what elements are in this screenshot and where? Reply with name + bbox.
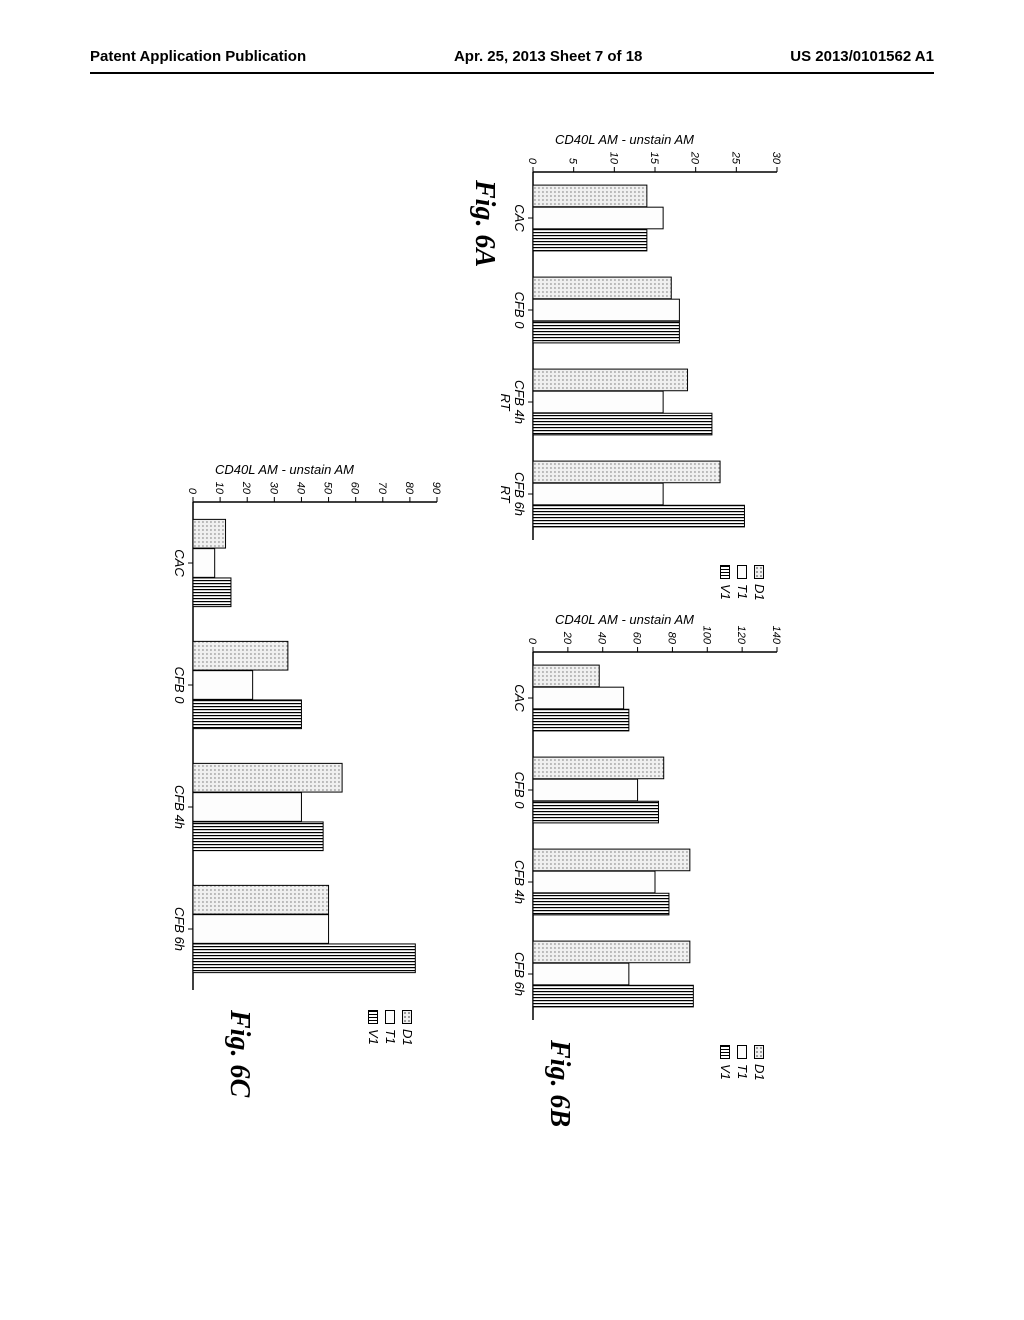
legend-label: T1 [735,584,750,599]
svg-text:60: 60 [631,632,643,645]
svg-text:15: 15 [648,152,660,165]
chart-6a: 0 5 10 15 20 25 30 CAC CFB 0 CFB 4hRT CFB 6hRT [495,130,785,550]
header-right: US 2013/0101562 A1 [790,48,934,65]
svg-text:0: 0 [526,158,538,165]
svg-text:20: 20 [561,631,573,645]
legend-label: D1 [752,1064,767,1081]
chart-6b-ylabel: CD40L AM - unstain AM [555,612,694,627]
svg-text:CAC: CAC [512,204,527,232]
legend-item: V1 [366,1010,381,1046]
svg-text:CFB 4h: CFB 4h [512,860,527,904]
svg-text:120: 120 [735,626,747,645]
chart-6a-svg: 0 5 10 15 20 25 30 CAC CFB 0 CFB 4hRT CFB 6hRT [495,130,785,550]
svg-text:80: 80 [403,482,415,495]
legend-item: D1 [400,1010,415,1046]
svg-text:CFB 0: CFB 0 [172,667,187,705]
svg-text:CFB 0: CFB 0 [512,772,527,810]
legend-item: V1 [718,1045,733,1081]
figure-label-6a: Fig. 6A [468,180,500,267]
legend-item: T1 [735,565,750,601]
header-center: Apr. 25, 2013 Sheet 7 of 18 [454,48,642,65]
figure-area: 051015202530CACCFB 0CFB 4hRTCFB 6hRT CD4… [0,335,990,975]
svg-text:CAC: CAC [172,549,187,577]
chart-6c: 0 10 20 30 40 50 60 70 80 90 CAC CFB 0 CFB 4h CFB 6h [155,460,445,1000]
svg-text:CFB 0: CFB 0 [512,292,527,330]
legend-swatch [738,1045,748,1059]
legend-label: D1 [400,1029,415,1046]
legend-item: T1 [735,1045,750,1081]
legend-item: D1 [752,565,767,601]
svg-text:80: 80 [665,632,677,645]
svg-text:40: 40 [294,482,306,495]
svg-text:CFB 4h: CFB 4h [172,785,187,829]
svg-text:CAC: CAC [512,684,527,712]
svg-text:CFB 6h: CFB 6h [172,907,187,951]
svg-text:90: 90 [430,482,442,495]
svg-text:20: 20 [240,481,252,495]
svg-text:5: 5 [567,158,579,165]
legend-6a: D1T1V1 [716,565,767,601]
legend-swatch [369,1010,379,1024]
legend-item: D1 [752,1045,767,1081]
legend-item: V1 [718,565,733,601]
legend-label: T1 [735,1064,750,1079]
legend-swatch [755,1045,765,1059]
legend-label: V1 [718,584,733,600]
page-header: Patent Application Publication Apr. 25, … [0,48,1024,65]
svg-text:100: 100 [700,626,712,645]
svg-text:10: 10 [213,482,225,495]
svg-text:60: 60 [349,482,361,495]
legend-swatch [738,565,748,579]
chart-6b-svg: 0 20 40 60 80 100 120 140 CAC CFB 0 CFB 4h CFB 6h [495,610,785,1030]
svg-text:50: 50 [322,482,334,495]
svg-text:20: 20 [689,151,701,165]
chart-6b: 0 20 40 60 80 100 120 140 CAC CFB 0 CFB 4h CFB 6h [495,610,785,1030]
legend-label: T1 [383,1029,398,1044]
legend-swatch [755,565,765,579]
figure-area-inner: 0 5 10 15 20 25 30 CAC CFB 0 CFB 4hRT CFB 6hRT CD4… [145,130,785,1180]
svg-text:CFB 6hRT: CFB 6hRT [498,472,527,516]
chart-6c-svg: 0 10 20 30 40 50 60 70 80 90 CAC CFB 0 CFB 4h CFB 6h [155,460,445,1000]
figure-label-6c: Fig. 6C [223,1010,255,1097]
legend-swatch [721,565,731,579]
svg-text:40: 40 [596,632,608,645]
svg-text:CFB 6h: CFB 6h [512,952,527,996]
svg-text:30: 30 [267,482,279,495]
svg-text:0: 0 [186,488,198,495]
header-left: Patent Application Publication [90,48,306,65]
svg-text:70: 70 [376,482,388,495]
svg-text:25: 25 [729,151,741,165]
legend-item: T1 [383,1010,398,1046]
svg-text:0: 0 [526,638,538,645]
chart-6a-ylabel: CD40L AM - unstain AM [555,132,694,147]
svg-text:30: 30 [770,152,782,165]
svg-text:10: 10 [607,152,619,165]
legend-label: V1 [366,1029,381,1045]
legend-6c: D1T1V1 [364,1010,415,1046]
legend-label: D1 [752,584,767,601]
legend-swatch [386,1010,396,1024]
legend-swatch [721,1045,731,1059]
svg-text:CFB 4hRT: CFB 4hRT [498,380,527,424]
chart-6c-ylabel: CD40L AM - unstain AM [215,462,354,477]
header-rule [90,72,934,74]
legend-label: V1 [718,1064,733,1080]
legend-6b: D1T1V1 [716,1045,767,1081]
figure-label-6b: Fig. 6B [543,1040,575,1127]
svg-text:140: 140 [770,626,782,645]
legend-swatch [403,1010,413,1024]
